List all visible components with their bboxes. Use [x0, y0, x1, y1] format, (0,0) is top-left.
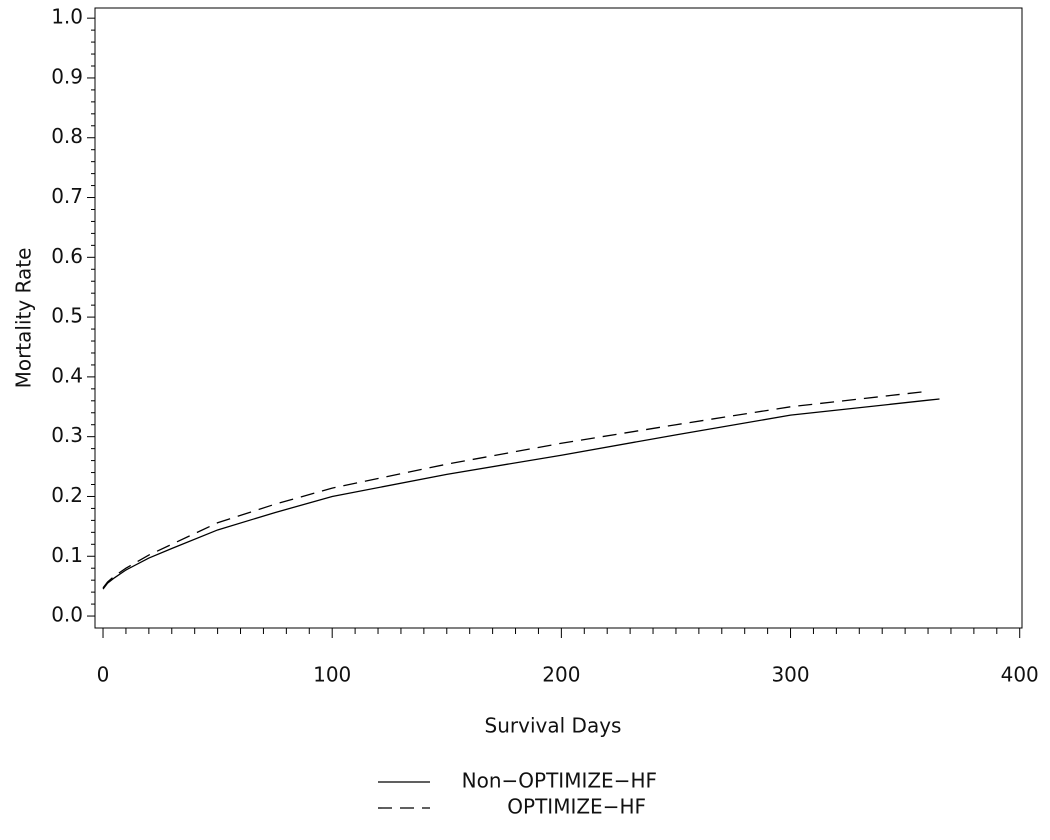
y-tick-label: 0.7 — [51, 184, 83, 208]
x-tick-label: 300 — [771, 663, 809, 687]
y-tick-label: 0.2 — [51, 483, 83, 507]
x-tick-label: 0 — [97, 663, 110, 687]
series-line — [102, 398, 940, 590]
x-tick-label: 100 — [313, 663, 351, 687]
x-tick-label: 400 — [1001, 663, 1039, 687]
y-tick-label: 1.0 — [51, 5, 83, 29]
x-axis-label: Survival Days — [485, 714, 622, 738]
series-line — [102, 390, 929, 589]
y-axis-label: Mortality Rate — [12, 248, 36, 389]
y-tick-label: 0.9 — [51, 64, 83, 88]
plot-frame — [94, 7, 1023, 629]
y-tick-label: 0.8 — [51, 124, 83, 148]
x-tick-label: 200 — [542, 663, 580, 687]
y-tick-label: 0.0 — [51, 603, 83, 627]
y-tick-label: 0.6 — [51, 244, 83, 268]
y-tick-label: 0.4 — [51, 363, 83, 387]
y-tick-label: 0.3 — [51, 423, 83, 447]
legend-label: OPTIMIZE−HF — [507, 795, 646, 819]
legend-label: Non−OPTIMIZE−HF — [462, 769, 657, 793]
y-tick-label: 0.5 — [51, 304, 83, 328]
y-tick-label: 0.1 — [51, 543, 83, 567]
